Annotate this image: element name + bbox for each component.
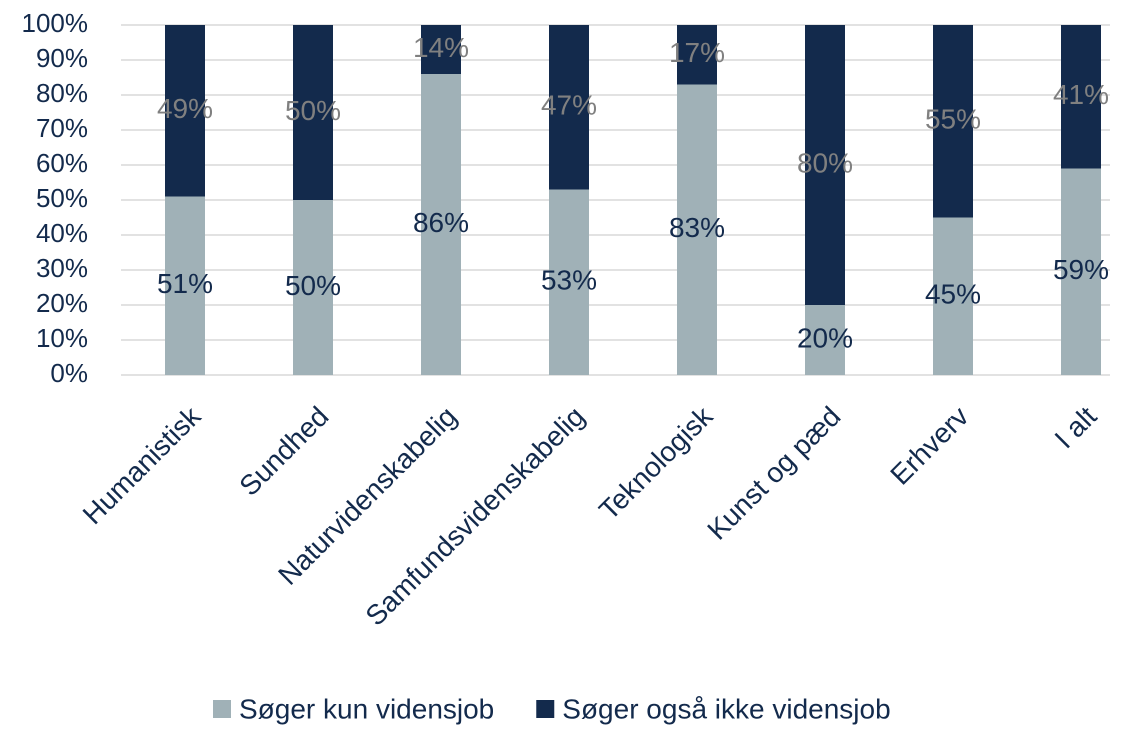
data-label: 59%: [1053, 254, 1109, 285]
legend-label: Søger kun vidensjob: [239, 693, 494, 724]
y-tick-label: 60%: [36, 148, 88, 178]
data-label: 86%: [413, 207, 469, 238]
bar-segment: [933, 217, 973, 375]
bar-segment: [293, 25, 333, 200]
y-tick-label: 30%: [36, 253, 88, 283]
y-tick-label: 80%: [36, 78, 88, 108]
bar-segment: [933, 25, 973, 218]
legend-label: Søger også ikke vidensjob: [562, 693, 890, 724]
bar-segment: [1061, 168, 1101, 375]
bar-segment: [1061, 25, 1101, 169]
y-tick-label: 10%: [36, 323, 88, 353]
data-label: 45%: [925, 279, 981, 310]
bar-segment: [421, 25, 461, 74]
y-tick-label: 70%: [36, 113, 88, 143]
bar-segment: [165, 196, 205, 375]
bar-segment: [549, 189, 589, 375]
bar-segment: [165, 25, 205, 197]
x-tick-label: Erhverv: [884, 401, 974, 491]
data-label: 14%: [413, 32, 469, 63]
data-label: 49%: [157, 93, 213, 124]
data-label: 50%: [285, 95, 341, 126]
x-tick-label: Humanistisk: [77, 400, 207, 530]
bar-segment: [805, 25, 845, 305]
y-tick-label: 40%: [36, 218, 88, 248]
data-label: 41%: [1053, 79, 1109, 110]
x-tick-label: Sundhed: [233, 401, 334, 502]
y-tick-label: 50%: [36, 183, 88, 213]
data-label: 47%: [541, 90, 597, 121]
x-tick-label: Samfundsvidenskabelig: [359, 401, 590, 632]
legend-swatch: [213, 700, 231, 718]
data-label: 55%: [925, 104, 981, 135]
bar-segment: [549, 25, 589, 190]
bar-segment: [293, 200, 333, 375]
y-tick-label: 100%: [22, 8, 89, 38]
data-label: 17%: [669, 37, 725, 68]
x-tick-label: Kunst og pæd: [701, 401, 846, 546]
bar-segment: [677, 25, 717, 85]
y-tick-label: 20%: [36, 288, 88, 318]
data-label: 53%: [541, 265, 597, 296]
y-tick-label: 0%: [50, 358, 88, 388]
y-tick-label: 90%: [36, 43, 88, 73]
bar-segment: [677, 84, 717, 375]
data-label: 50%: [285, 270, 341, 301]
data-label: 83%: [669, 212, 725, 243]
bar-segment: [805, 305, 845, 375]
data-label: 20%: [797, 322, 853, 353]
x-tick-label: I alt: [1049, 400, 1103, 454]
legend-swatch: [536, 700, 555, 718]
data-label: 51%: [157, 268, 213, 299]
data-label: 80%: [797, 147, 853, 178]
bar-segment: [421, 74, 461, 375]
x-tick-label: Teknologisk: [593, 400, 719, 526]
